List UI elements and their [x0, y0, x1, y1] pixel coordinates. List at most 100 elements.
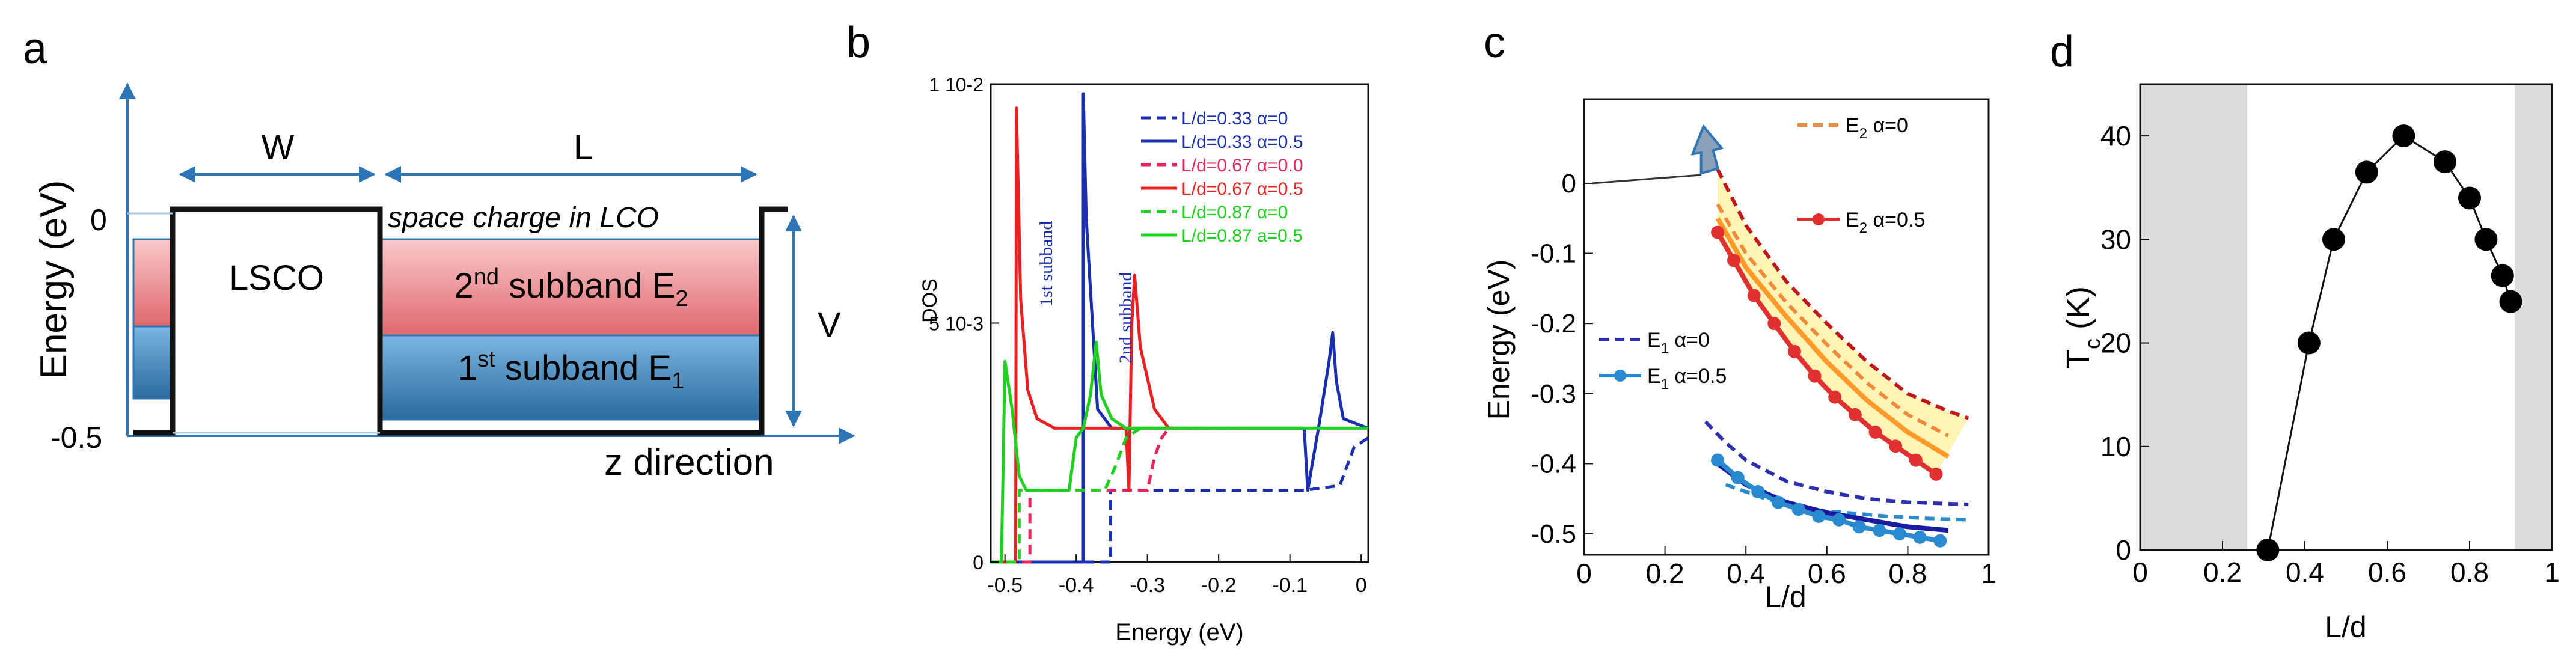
panel-b-dos-chart: -0.5 -0.4 -0.3 -0.2 -0.1 0 0 5 10-3 1 10-2 DOS E…	[919, 74, 1369, 646]
legend: E2 α=0 E2 α=0.5 E1 α=0 E1 α=0.5	[1599, 114, 1925, 393]
tc-point	[2355, 160, 2378, 184]
x-tick-label: 0.2	[1646, 558, 1684, 589]
energy-point	[1791, 503, 1805, 516]
tc-point	[2474, 228, 2498, 251]
y-tick-label: 0	[973, 552, 984, 573]
y-axis-label: Tc (K)	[2060, 286, 2105, 369]
x-tick-label: 0.4	[1727, 558, 1765, 589]
dos-series-0	[991, 436, 1369, 564]
energy-series-1	[1716, 203, 1950, 438]
energy-tick-minus-0-5: -0.5	[50, 421, 102, 454]
y-tick-label: 20	[2100, 328, 2131, 359]
x-tick-label: -0.5	[987, 574, 1023, 597]
energy-point	[1747, 289, 1761, 302]
x-tick-label: 0.6	[1808, 558, 1846, 589]
y-axis-label: Energy (eV)	[1482, 260, 1516, 420]
energy-point	[1913, 530, 1927, 544]
energy-series-2	[1715, 217, 1950, 459]
y-tick-label: -0.4	[1531, 449, 1576, 478]
panel-letter-b: b	[846, 19, 870, 67]
x-tick-label: 0.6	[2368, 557, 2406, 588]
x-tick-label: -0.3	[1130, 574, 1165, 597]
energy-point	[1772, 495, 1785, 509]
energy-point	[1929, 467, 1943, 481]
energy-point	[1731, 471, 1745, 484]
shaded-region-1	[2515, 84, 2552, 550]
x-tick-label: 0	[1356, 574, 1367, 597]
x-tick-label: 0.4	[2286, 557, 2324, 588]
shaded-region-0	[2140, 84, 2248, 550]
x-axis-label: Energy (eV)	[1115, 619, 1243, 646]
legend-label: E1 α=0	[1647, 329, 1710, 356]
tc-point	[2499, 290, 2522, 313]
energy-point	[1868, 425, 1882, 439]
band-potential-profile	[133, 206, 788, 436]
x-tick-label: -0.4	[1059, 574, 1094, 597]
y-tick-label: 40	[2100, 120, 2131, 151]
panel-c-energy-chart: 0 0.2 0.4 0.6 0.8 1 0 -0.1 -0.2 -0.3 -0.4 -0.5 Ener…	[1482, 98, 1996, 614]
lsco-label: LSCO	[229, 258, 324, 298]
energy-point	[1828, 390, 1842, 404]
energy-point	[1711, 225, 1725, 239]
legend-marker	[1813, 213, 1825, 225]
legend-label: L/d=0.67 α=0.0	[1181, 156, 1303, 176]
energy-point	[1787, 344, 1801, 358]
energy-point	[1727, 254, 1741, 267]
energy-tick-0: 0	[90, 203, 107, 237]
y-tick-label: -0.3	[1531, 379, 1576, 409]
legend: L/d=0.33 α=0 L/d=0.33 α=0.5 L/d=0.67 α=0.0…	[1141, 109, 1303, 246]
dos-series-5	[991, 340, 1368, 564]
tc-point	[2491, 264, 2514, 287]
x-tick-label: -0.1	[1272, 574, 1308, 597]
left-subband-1-block	[132, 325, 174, 400]
tc-point	[2392, 124, 2415, 148]
annotation-1st-subband: 1st subband	[1036, 221, 1056, 307]
energy-point	[1889, 439, 1903, 453]
legend-label: L/d=0.87 a=0.5	[1181, 226, 1303, 246]
energy-series-0	[1716, 168, 1969, 420]
energy-point	[1933, 534, 1947, 548]
y-axis-label: DOS	[919, 278, 941, 323]
y-tick-label: 1 10-2	[929, 74, 984, 96]
legend-label: L/d=0.33 α=0.5	[1181, 132, 1303, 152]
tc-point	[2322, 228, 2345, 251]
panel-letter-d: d	[2050, 28, 2074, 76]
energy-point	[1812, 509, 1826, 523]
energy-point	[1808, 369, 1822, 383]
legend-label: E2 α=0	[1846, 114, 1908, 142]
x-tick-label: 0	[1576, 558, 1592, 589]
energy-point	[1751, 485, 1765, 499]
tc-point	[2256, 539, 2280, 561]
energy-point	[1909, 453, 1923, 467]
trend-arrow	[1592, 124, 1724, 185]
energy-series-5	[1725, 483, 1969, 522]
x-tick-label: 1	[1981, 558, 1996, 589]
x-tick-label: 0	[2132, 557, 2148, 588]
panel-a: Energy (eV) 0 -0.5 W L V LSCO space char…	[33, 82, 855, 483]
y-tick-label: 0	[1562, 169, 1576, 198]
y-tick-label: -0.2	[1531, 309, 1576, 338]
dos-series-4	[991, 426, 1255, 564]
annotation-2nd-subband: 2nd subband	[1116, 272, 1136, 364]
energy-point	[1852, 520, 1866, 534]
legend-label: L/d=0.67 α=0.5	[1181, 179, 1303, 199]
w-label: W	[262, 128, 295, 167]
x-axis-label: L/d	[2325, 610, 2367, 644]
y-tick-label: -0.1	[1531, 239, 1576, 269]
legend-label: L/d=0.33 α=0	[1181, 109, 1288, 129]
energy-point	[1873, 524, 1886, 537]
energy-point	[1832, 513, 1846, 527]
tc-curve	[2266, 135, 2512, 551]
legend-label: E1 α=0.5	[1647, 365, 1727, 393]
tc-point	[2433, 150, 2456, 174]
left-subband-2-block	[132, 238, 174, 328]
v-label: V	[818, 305, 841, 344]
y-tick-label: 0	[2116, 534, 2131, 566]
energy-point	[1892, 527, 1906, 541]
tc-point	[2458, 186, 2481, 210]
plot-frame	[1583, 98, 1990, 556]
x-tick-label: 0.8	[2450, 557, 2489, 588]
right-subband-1-block	[379, 334, 763, 421]
y-tick-label: -0.5	[1531, 519, 1576, 549]
